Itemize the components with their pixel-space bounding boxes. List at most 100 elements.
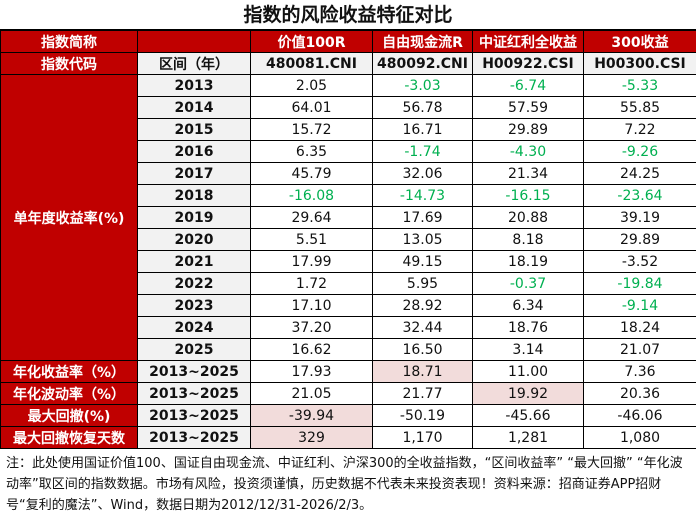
return-value-cell: 17.10 — [250, 294, 373, 317]
return-value-cell: 29.89 — [472, 118, 584, 141]
return-value-cell: 49.15 — [372, 250, 473, 273]
return-value-cell: -19.84 — [583, 272, 696, 295]
summary-value-cell: 20.36 — [583, 382, 696, 405]
summary-row: 年化收益率（%） 2013~2025 17.93 18.71 11.00 7.36 — [0, 360, 696, 383]
page-title: 指数的风险收益特征对比 — [0, 0, 696, 30]
return-value-cell: -16.15 — [472, 184, 584, 207]
summary-value-cell: -39.94 — [250, 404, 373, 427]
summary-value-cell: 7.36 — [583, 360, 696, 383]
annual-return-row: 2024 37.20 32.44 18.76 18.24 — [1, 316, 696, 339]
return-value-cell: 39.19 — [583, 206, 696, 229]
summary-label: 最大回撤恢复天数 — [0, 426, 138, 449]
annual-return-label: 单年度收益率(%) — [0, 74, 138, 361]
return-value-cell: 16.62 — [250, 338, 373, 361]
index-name-cell: 300收益 — [583, 30, 696, 53]
index-code-row: 指数代码 区间（年） 480081.CNI 480092.CNI H00922.… — [0, 52, 696, 75]
year-cell: 2024 — [137, 316, 251, 339]
index-code-cell: 480081.CNI — [250, 52, 373, 75]
return-value-cell: 16.50 — [372, 338, 473, 361]
return-value-cell: 5.51 — [250, 228, 373, 251]
annual-return-row: 2023 17.10 28.92 6.34 -9.14 — [1, 294, 696, 317]
year-cell: 2017 — [137, 162, 251, 185]
return-value-cell: 24.25 — [583, 162, 696, 185]
return-value-cell: 13.05 — [372, 228, 473, 251]
annual-return-row: 2017 45.79 32.06 21.34 24.25 — [1, 162, 696, 185]
annual-return-row: 2025 16.62 16.50 3.14 21.07 — [1, 338, 696, 361]
index-comparison-table: 指数简称 价值100R 自由现金流R 中证红利全收益 300收益 指数代码 区间… — [0, 30, 696, 449]
return-value-cell: 18.24 — [583, 316, 696, 339]
return-value-cell: -9.26 — [583, 140, 696, 163]
return-value-cell: 3.14 — [472, 338, 584, 361]
return-value-cell: 45.79 — [250, 162, 373, 185]
return-value-cell: -0.37 — [472, 272, 584, 295]
return-value-cell: 6.34 — [472, 294, 584, 317]
return-value-cell: 16.71 — [372, 118, 473, 141]
summary-value-cell: 1,080 — [583, 426, 696, 449]
summary-value-cell: -46.06 — [583, 404, 696, 427]
index-code-label: 指数代码 — [0, 52, 138, 75]
summary-value-cell: -50.19 — [372, 404, 473, 427]
return-value-cell: 18.76 — [472, 316, 584, 339]
index-name-cell: 价值100R — [250, 30, 373, 53]
index-name-cell: 自由现金流R — [372, 30, 473, 53]
return-value-cell: 5.95 — [372, 272, 473, 295]
index-name-cell: 中证红利全收益 — [472, 30, 584, 53]
summary-label: 年化波动率（%） — [0, 382, 138, 405]
annual-return-row: 2019 29.64 17.69 20.88 39.19 — [1, 206, 696, 229]
return-value-cell: 17.99 — [250, 250, 373, 273]
return-value-cell: -3.03 — [372, 74, 473, 97]
annual-return-row: 2018 -16.08 -14.73 -16.15 -23.64 — [1, 184, 696, 207]
return-value-cell: 37.20 — [250, 316, 373, 339]
summary-value-cell: 18.71 — [372, 360, 473, 383]
index-code-cell: H00300.CSI — [583, 52, 696, 75]
return-value-cell: 56.78 — [372, 96, 473, 119]
return-value-cell: 15.72 — [250, 118, 373, 141]
return-value-cell: 20.88 — [472, 206, 584, 229]
summary-value-cell: 21.77 — [372, 382, 473, 405]
index-name-row: 指数简称 价值100R 自由现金流R 中证红利全收益 300收益 — [0, 30, 696, 53]
summary-label: 年化收益率（%） — [0, 360, 138, 383]
index-code-cell: 480092.CNI — [372, 52, 473, 75]
return-value-cell: 32.06 — [372, 162, 473, 185]
annual-return-row: 2014 64.01 56.78 57.59 55.85 — [1, 96, 696, 119]
summary-value-cell: 11.00 — [472, 360, 584, 383]
return-value-cell: 17.69 — [372, 206, 473, 229]
return-value-cell: 64.01 — [250, 96, 373, 119]
year-cell: 2025 — [137, 338, 251, 361]
return-value-cell: -23.64 — [583, 184, 696, 207]
year-cell: 2023 — [137, 294, 251, 317]
annual-return-row: 2021 17.99 49.15 18.19 -3.52 — [1, 250, 696, 273]
return-value-cell: 2.05 — [250, 74, 373, 97]
period-cell: 2013~2025 — [137, 360, 251, 383]
return-value-cell: 32.44 — [372, 316, 473, 339]
return-value-cell: -4.30 — [472, 140, 584, 163]
return-value-cell: 7.22 — [583, 118, 696, 141]
summary-value-cell: -45.66 — [472, 404, 584, 427]
return-value-cell: 6.35 — [250, 140, 373, 163]
year-cell: 2018 — [137, 184, 251, 207]
year-cell: 2019 — [137, 206, 251, 229]
summary-value-cell: 329 — [250, 426, 373, 449]
year-cell: 2013 — [137, 74, 251, 97]
index-name-label: 指数简称 — [0, 30, 138, 53]
annual-return-row: 2020 5.51 13.05 8.18 29.89 — [1, 228, 696, 251]
summary-row: 最大回撤恢复天数 2013~2025 329 1,170 1,281 1,080 — [0, 426, 696, 449]
return-value-cell: -1.74 — [372, 140, 473, 163]
return-value-cell: 21.34 — [472, 162, 584, 185]
footnote: 注：此处使用国证价值100、国证自由现金流、中证红利、沪深300的全收益指数，“… — [6, 456, 683, 513]
return-value-cell: -5.33 — [583, 74, 696, 97]
summary-row: 最大回撤(%) 2013~2025 -39.94 -50.19 -45.66 -46.06 — [0, 404, 696, 427]
return-value-cell: 57.59 — [472, 96, 584, 119]
return-value-cell: 1.72 — [250, 272, 373, 295]
period-label: 区间（年） — [137, 52, 251, 75]
year-cell: 2020 — [137, 228, 251, 251]
return-value-cell: -9.14 — [583, 294, 696, 317]
annual-return-row: 2016 6.35 -1.74 -4.30 -9.26 — [1, 140, 696, 163]
summary-label: 最大回撤(%) — [0, 404, 138, 427]
summary-value-cell: 1,281 — [472, 426, 584, 449]
year-cell: 2022 — [137, 272, 251, 295]
annual-return-row: 单年度收益率(%) 2013 2.05 -3.03 -6.74 -5.33 — [0, 74, 696, 361]
return-value-cell: 21.07 — [583, 338, 696, 361]
return-value-cell: 18.19 — [472, 250, 584, 273]
